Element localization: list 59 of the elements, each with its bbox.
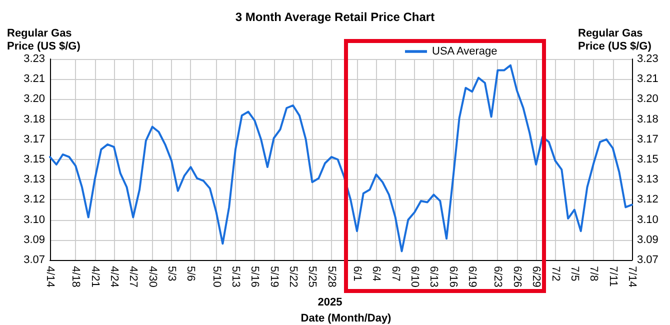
- x-tick-label: 4/30: [146, 266, 158, 288]
- x-tick-label: 4/18: [70, 266, 82, 288]
- x-tick-label: 6/10: [408, 266, 421, 288]
- y-tick-label: 3.09: [24, 234, 45, 246]
- y-tick-label: 3.13: [24, 174, 45, 186]
- y-tick-label: 3.21: [24, 73, 45, 86]
- x-tick-label: 7/2: [549, 266, 562, 282]
- x-tick-label: 7/5: [568, 266, 580, 282]
- x-tick-label: 7/11: [606, 266, 619, 287]
- y2-tick-label: 3.10: [637, 214, 658, 226]
- x-tick-label: 7/8: [588, 266, 600, 282]
- y-tick-label: 3.07: [24, 254, 45, 266]
- x-tick-label: 6/16: [446, 266, 459, 288]
- y-axis-title: Regular Gas Price (US $/G): [7, 28, 81, 52]
- x-tick-label: 7/14: [626, 266, 638, 288]
- y2-tick-label: 3.18: [637, 113, 658, 126]
- x-tick-label: 6/19: [466, 266, 478, 288]
- legend-label: USA Average: [432, 46, 498, 58]
- y2-tick-label: 3.21: [637, 73, 658, 86]
- x-tick-label: 5/22: [287, 266, 300, 288]
- x-tick-label: 6/1: [350, 266, 363, 282]
- text: 2025: [318, 296, 342, 308]
- x-tick-label: 5/16: [248, 266, 261, 288]
- x-tick-label: 5/6: [184, 266, 197, 282]
- y2-tick-label: 3.17: [637, 133, 658, 146]
- x-tick-label: 6/23: [492, 266, 504, 288]
- x-tick-label: 4/27: [127, 266, 140, 288]
- y-tick-label: 3.12: [24, 194, 45, 206]
- x-tick-label: 6/26: [510, 266, 523, 288]
- y2-tick-label: 3.13: [637, 174, 658, 186]
- x-axis-title: Date (Month/Day): [300, 312, 392, 324]
- y-tick-label: 3.15: [24, 154, 45, 166]
- x-tick-label: 5/3: [166, 266, 178, 282]
- y2-tick-label: 3.15: [637, 154, 658, 166]
- y2-tick-label: 3.20: [637, 93, 658, 106]
- y2-tick-label: 3.09: [637, 234, 658, 246]
- x-tick-label: 6/4: [370, 266, 382, 282]
- x-tick-label: 4/21: [88, 266, 101, 288]
- line-series: [49, 64, 633, 252]
- y-tick-label: 3.23: [24, 53, 45, 65]
- x-tick-label: 6/29: [530, 266, 542, 288]
- x-tick-label: 4/14: [44, 266, 56, 288]
- x-tick-label: 5/28: [325, 266, 338, 288]
- y2-tick-label: 3.12: [637, 194, 658, 206]
- chart-title: 3 Month Average Retail Price Chart: [235, 10, 435, 24]
- y2-tick-label: 3.23: [637, 53, 658, 65]
- x-tick-label: 5/19: [268, 266, 280, 288]
- y-tick-label: 3.18: [24, 113, 45, 126]
- y-tick-label: 3.17: [24, 133, 45, 146]
- x-tick-label: 5/13: [229, 266, 242, 288]
- y-tick-label: 3.20: [24, 93, 45, 106]
- x-tick-label: 4/24: [108, 266, 120, 288]
- x-tick-label: 6/13: [428, 266, 440, 288]
- y2-axis-title: Regular Gas Price (US $/G): [578, 28, 652, 52]
- x-tick-label: 5/25: [306, 266, 318, 288]
- y-tick-label: 3.10: [24, 214, 45, 226]
- y2-tick-label: 3.07: [637, 254, 658, 266]
- x-tick-label: 6/7: [389, 266, 402, 282]
- x-tick-label: 5/10: [210, 266, 222, 288]
